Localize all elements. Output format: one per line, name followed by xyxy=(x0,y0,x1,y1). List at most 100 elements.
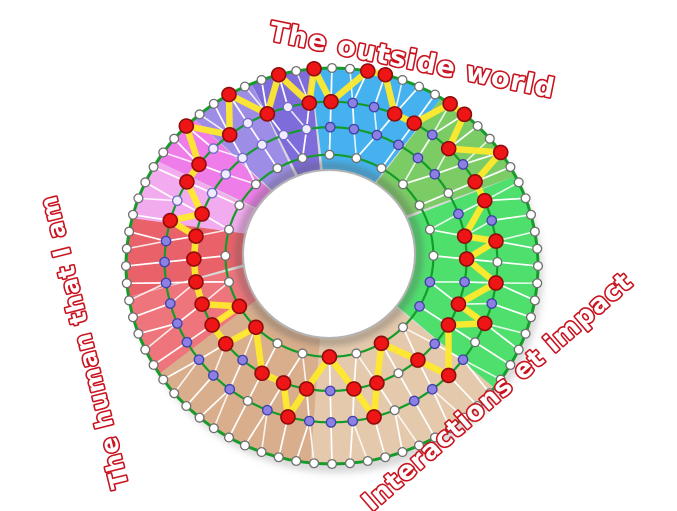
wheel-node[interactable] xyxy=(389,405,400,416)
wheel-node[interactable] xyxy=(344,63,356,74)
wheel-node[interactable] xyxy=(443,188,454,199)
wheel-node[interactable] xyxy=(326,62,338,74)
wheel-node[interactable] xyxy=(505,359,516,371)
wheel-node[interactable] xyxy=(223,224,235,235)
wheel-node[interactable] xyxy=(158,147,169,158)
wheel-node[interactable] xyxy=(169,388,180,399)
wheel-node[interactable] xyxy=(324,121,336,133)
selected-node[interactable] xyxy=(467,174,483,190)
wheel-node[interactable] xyxy=(242,395,253,406)
wheel-node[interactable] xyxy=(459,276,470,288)
wheel-node[interactable] xyxy=(376,163,387,174)
wheel-node[interactable] xyxy=(520,328,531,339)
wheel-node[interactable] xyxy=(297,348,308,359)
wheel-node[interactable] xyxy=(303,415,315,427)
wheel-node[interactable] xyxy=(282,101,294,113)
wheel-node[interactable] xyxy=(529,226,540,237)
wheel-node[interactable] xyxy=(273,452,284,463)
wheel-node[interactable] xyxy=(414,440,425,451)
wheel-node[interactable] xyxy=(453,208,464,220)
wheel-node[interactable] xyxy=(525,209,537,220)
selected-node[interactable] xyxy=(386,106,403,122)
wheel-node[interactable] xyxy=(393,139,404,151)
selected-node[interactable] xyxy=(179,174,195,190)
wheel-node[interactable] xyxy=(256,74,267,85)
wheel-node[interactable] xyxy=(324,149,335,160)
wheel-node[interactable] xyxy=(181,336,193,348)
wheel-node[interactable] xyxy=(472,400,483,412)
wheel-node[interactable] xyxy=(158,374,169,385)
wheel-node[interactable] xyxy=(325,417,337,428)
wheel-node[interactable] xyxy=(429,89,441,100)
wheel-node[interactable] xyxy=(121,243,132,254)
wheel-node[interactable] xyxy=(529,295,540,306)
wheel-node[interactable] xyxy=(124,295,135,306)
selected-node[interactable] xyxy=(369,375,385,391)
selected-node[interactable] xyxy=(440,140,457,157)
selected-node[interactable] xyxy=(306,60,322,77)
selected-node[interactable] xyxy=(440,367,457,384)
wheel-node[interactable] xyxy=(261,404,273,416)
wheel-node[interactable] xyxy=(171,195,183,207)
wheel-node[interactable] xyxy=(127,209,139,220)
selected-node[interactable] xyxy=(194,206,210,222)
wheel-node[interactable] xyxy=(171,318,183,329)
wheel-node[interactable] xyxy=(237,152,248,164)
wheel-node[interactable] xyxy=(256,139,268,151)
selected-node[interactable] xyxy=(476,192,493,209)
selected-node[interactable] xyxy=(440,317,457,333)
wheel-node[interactable] xyxy=(351,153,362,164)
wheel-node[interactable] xyxy=(169,133,180,144)
selected-node[interactable] xyxy=(492,144,509,161)
selected-node[interactable] xyxy=(488,233,504,249)
selected-node[interactable] xyxy=(248,319,264,336)
wheel-node[interactable] xyxy=(429,168,441,180)
selected-node[interactable] xyxy=(323,93,339,110)
selected-node[interactable] xyxy=(280,409,296,425)
wheel-node[interactable] xyxy=(206,187,218,199)
wheel-node[interactable] xyxy=(495,374,506,385)
wheel-node[interactable] xyxy=(347,415,359,427)
selected-node[interactable] xyxy=(231,298,248,315)
wheel-node[interactable] xyxy=(424,224,435,235)
wheel-node[interactable] xyxy=(301,123,312,135)
wheel-node[interactable] xyxy=(181,400,192,412)
wheel-node[interactable] xyxy=(208,98,219,109)
wheel-node[interactable] xyxy=(513,177,524,188)
selected-node[interactable] xyxy=(204,317,220,333)
wheel-node[interactable] xyxy=(532,278,543,289)
wheel-node[interactable] xyxy=(291,65,302,77)
wheel-node[interactable] xyxy=(532,260,544,272)
wheel-node[interactable] xyxy=(220,168,232,180)
wheel-node[interactable] xyxy=(371,129,383,141)
wheel-node[interactable] xyxy=(426,383,438,395)
wheel-node[interactable] xyxy=(237,354,248,366)
wheel-node[interactable] xyxy=(140,344,151,355)
selected-node[interactable] xyxy=(298,381,315,397)
selected-node[interactable] xyxy=(366,409,382,425)
wheel-node[interactable] xyxy=(513,344,524,355)
selected-node[interactable] xyxy=(186,251,202,267)
wheel-node[interactable] xyxy=(124,226,135,237)
selected-node[interactable] xyxy=(254,365,270,382)
wheel-node[interactable] xyxy=(397,74,408,85)
wheel-node[interactable] xyxy=(127,312,139,323)
wheel-node[interactable] xyxy=(291,455,302,467)
selected-node[interactable] xyxy=(178,118,195,134)
wheel-node[interactable] xyxy=(472,120,483,132)
wheel-node[interactable] xyxy=(239,440,250,451)
wheel-node[interactable] xyxy=(208,423,219,434)
selected-node[interactable] xyxy=(458,251,475,267)
wheel-node[interactable] xyxy=(505,161,516,173)
selected-node[interactable] xyxy=(221,127,238,143)
wheel-node[interactable] xyxy=(457,354,469,366)
wheel-node[interactable] xyxy=(408,395,420,407)
wheel-node[interactable] xyxy=(272,338,283,349)
wheel-node[interactable] xyxy=(278,129,289,141)
wheel-node[interactable] xyxy=(160,277,172,289)
wheel-node[interactable] xyxy=(428,250,439,261)
selected-node[interactable] xyxy=(406,115,423,131)
selected-node[interactable] xyxy=(450,296,467,312)
wheel-node[interactable] xyxy=(308,458,320,469)
wheel-node[interactable] xyxy=(223,432,235,443)
